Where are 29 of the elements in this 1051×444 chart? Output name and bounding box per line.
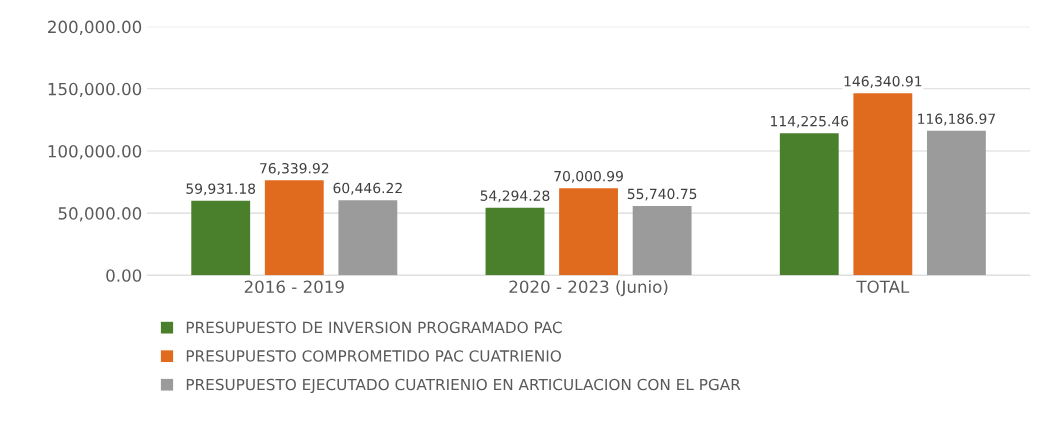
- legend-label: PRESUPUESTO DE INVERSION PROGRAMADO PAC: [186, 321, 562, 334]
- y-tick-label: 0.00: [106, 269, 142, 282]
- data-label: 59,931.18: [186, 183, 256, 196]
- y-tick-label: 150,000.00: [48, 82, 142, 98]
- legend-label: PRESUPUESTO COMPROMETIDO PAC CUATRIENIO: [186, 350, 561, 362]
- bar: [853, 93, 913, 276]
- y-tick-label: 200,000.00: [48, 20, 142, 35]
- data-label: 54,294.28: [480, 190, 550, 203]
- bar: [338, 200, 398, 276]
- bar: [485, 207, 545, 276]
- x-tick-label: 2016 - 2019: [244, 280, 344, 294]
- data-label: 114,225.46: [771, 115, 849, 128]
- x-tick-label: TOTAL: [856, 280, 910, 294]
- y-tick-label: 100,000.00: [48, 144, 142, 160]
- bar: [779, 133, 839, 276]
- data-label: 146,340.91: [844, 75, 922, 88]
- bar: [926, 130, 986, 276]
- bar: [559, 188, 618, 276]
- bar: [191, 200, 251, 276]
- x-tick-label: 2020 - 2023 (Junio): [509, 280, 668, 297]
- bar: [632, 205, 692, 276]
- data-label: 70,000.99: [554, 170, 623, 183]
- data-label: 55,740.75: [627, 188, 697, 201]
- legend-label: PRESUPUESTO EJECUTADO CUATRIENIO EN ARTICULACION CON EL PGAR: [186, 378, 741, 394]
- y-tick-label: 50,000.00: [58, 207, 142, 222]
- data-label: 76,339.92: [260, 163, 329, 175]
- bar: [264, 180, 324, 276]
- data-label: 116,186.97: [918, 113, 995, 126]
- data-label: 60,446.22: [333, 182, 402, 195]
